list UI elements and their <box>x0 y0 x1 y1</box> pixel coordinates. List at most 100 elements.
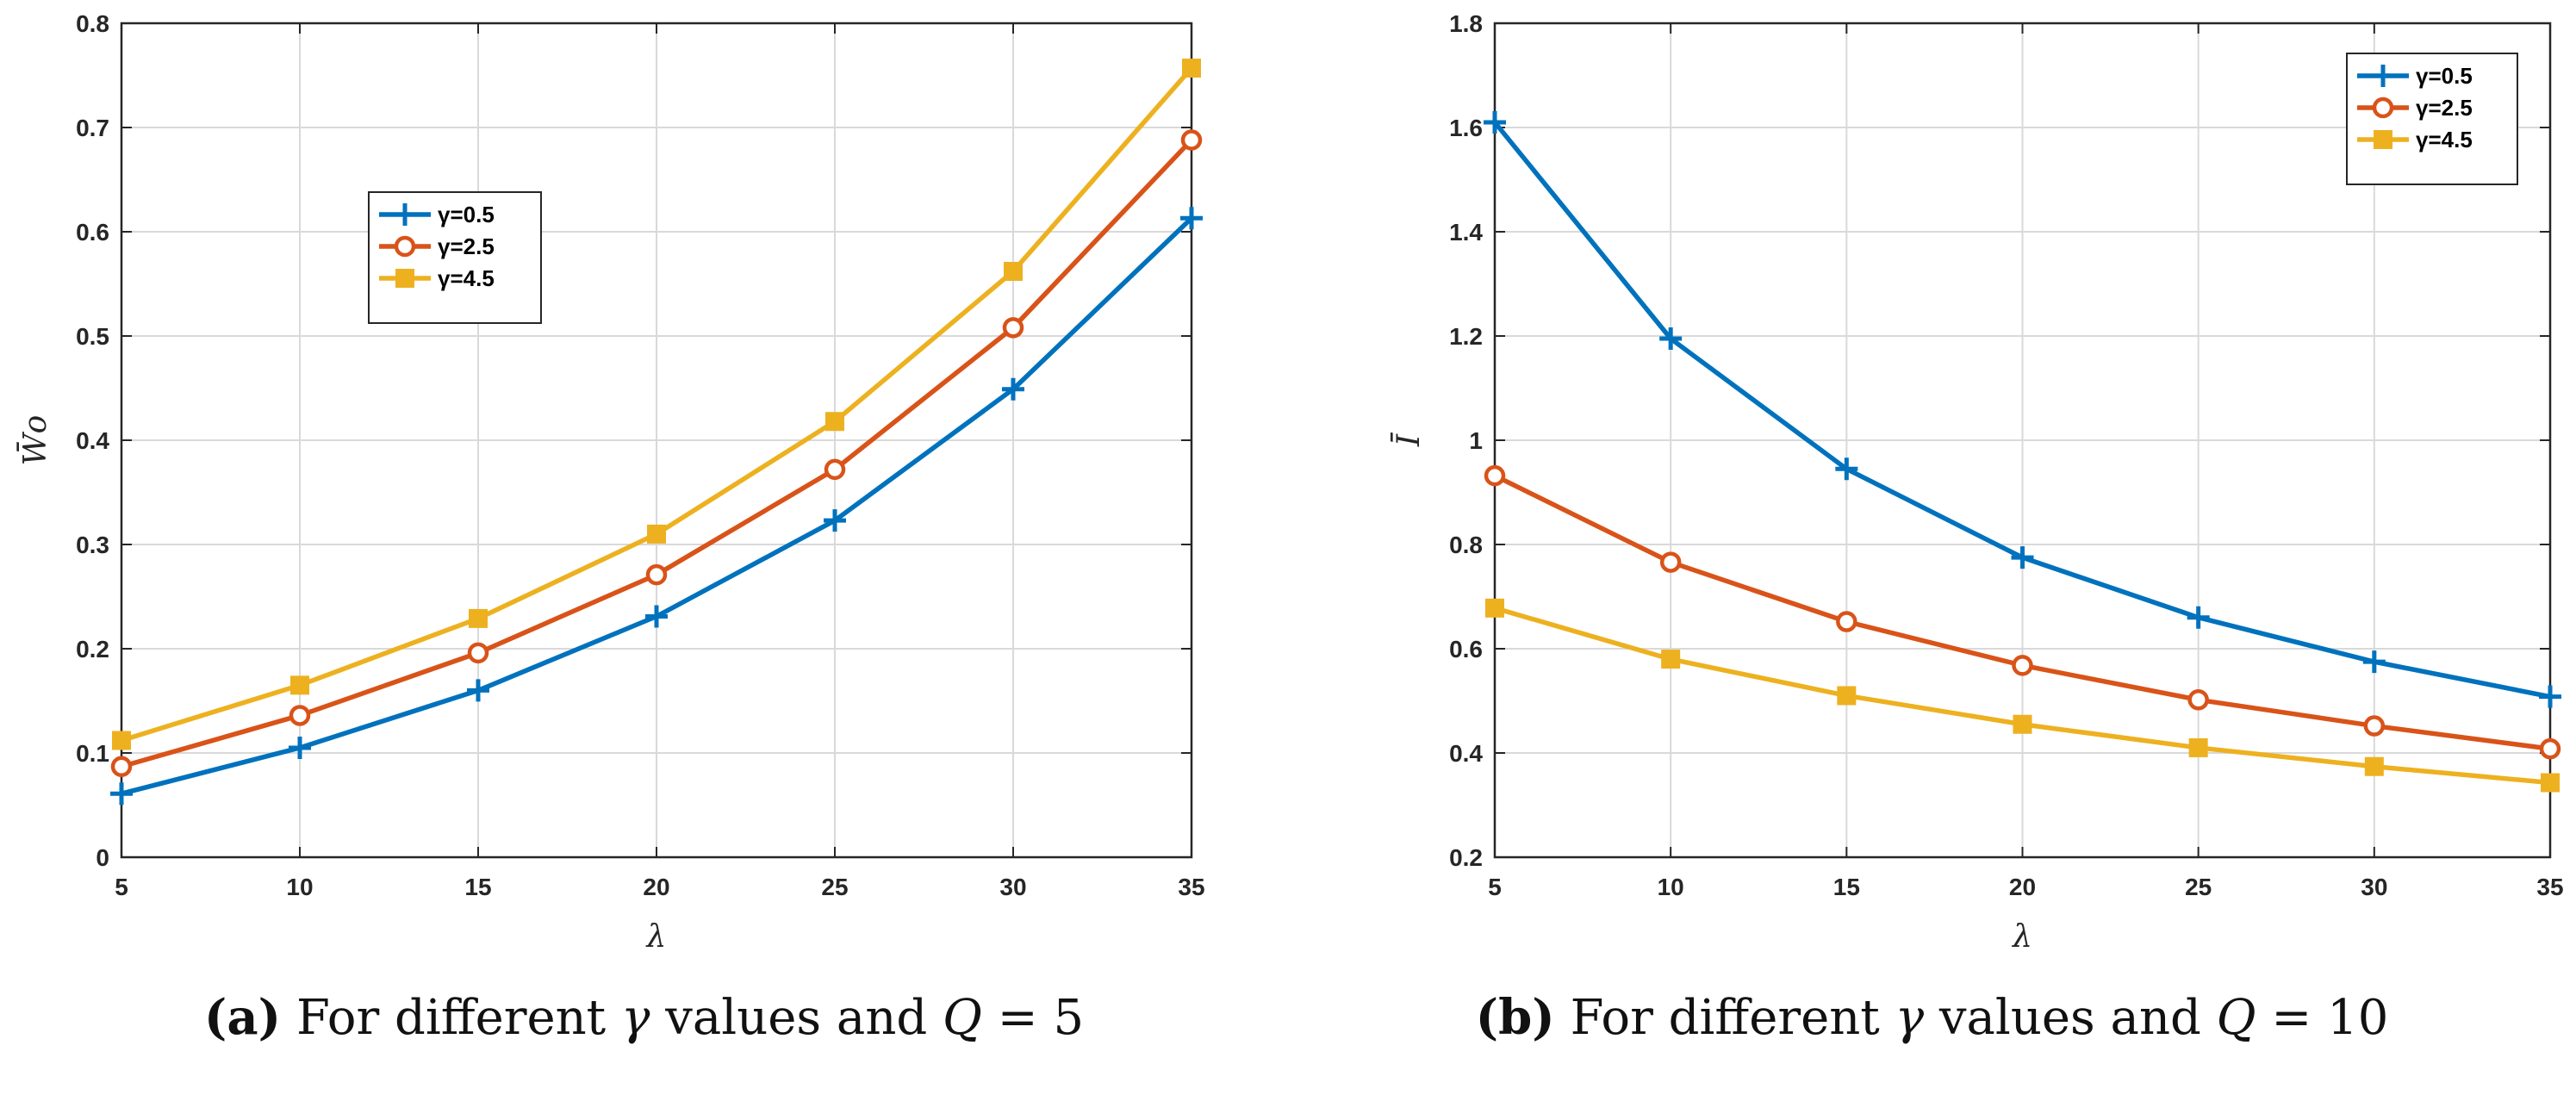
legend-marker-1 <box>2372 96 2394 119</box>
caption-b-label: (b) <box>1475 989 1555 1046</box>
series-1 <box>1484 464 2561 760</box>
y-tick-label: 0.4 <box>76 427 109 454</box>
data-point <box>1002 317 1024 339</box>
data-point <box>1837 686 1857 706</box>
series-1 <box>110 129 1203 777</box>
data-point <box>647 524 666 544</box>
y-tick-label: 1.4 <box>1449 219 1483 246</box>
data-point <box>824 458 846 481</box>
data-point <box>2187 606 2210 629</box>
y-tick-label: 1.8 <box>1449 10 1483 37</box>
data-point <box>1659 327 1683 351</box>
legend-entry-0: γ=0.5 <box>2416 63 2473 89</box>
data-point <box>467 642 489 664</box>
data-point <box>645 563 668 586</box>
caption-b-gamma: γ <box>1895 990 1925 1046</box>
legend-marker-1 <box>394 235 416 258</box>
data-point <box>2364 756 2384 776</box>
data-point <box>289 736 311 759</box>
caption-a-gamma: γ <box>620 990 650 1046</box>
data-point <box>824 509 846 532</box>
data-point <box>110 756 133 777</box>
caption-a-q: Q <box>943 990 982 1046</box>
data-point <box>2187 689 2209 711</box>
x-tick-label: 10 <box>286 874 313 900</box>
x-tick-label: 35 <box>2536 874 2563 900</box>
legend-entry-1: γ=2.5 <box>438 233 495 259</box>
x-axis-label: λ <box>2011 919 2032 955</box>
series-0 <box>1484 110 2561 708</box>
line-chart-b: 5 10 15 20 25 30 35 0.2 0.4 0.6 0.8 1 1.2 1.4 1.6 1.8 λ Ī… <box>1391 10 2564 955</box>
x-tick-label: 20 <box>643 874 669 900</box>
legend-entry-0: γ=0.5 <box>438 202 495 227</box>
caption-a-text-before: For different <box>281 990 621 1046</box>
x-tick-label: 5 <box>1488 874 1502 900</box>
data-point <box>1836 611 1857 632</box>
data-point <box>289 705 311 726</box>
y-tick-label: 0.5 <box>76 323 109 350</box>
series-2 <box>1485 598 2560 793</box>
data-point <box>2188 737 2208 757</box>
x-tick-label: 30 <box>2361 874 2387 900</box>
y-axis-label: Ī <box>1391 432 1427 447</box>
data-point <box>645 605 668 628</box>
caption-b-q: Q <box>2216 990 2256 1046</box>
y-tick-label: 1.2 <box>1449 323 1483 350</box>
data-point <box>1485 598 1504 618</box>
data-point <box>2541 773 2560 793</box>
data-point <box>1002 377 1024 401</box>
line-chart-a: 5 10 15 20 25 30 35 0 0.1 0.2 0.3 0.4 0.5 0.6 0.7 0.8 λ W… <box>16 10 1204 955</box>
data-point <box>1835 457 1858 481</box>
x-tick-label: 35 <box>1178 874 1204 900</box>
legend-marker-2 <box>2374 130 2392 149</box>
y-tick-label: 0.2 <box>1449 844 1483 871</box>
chart-panel-a: 5 10 15 20 25 30 35 0 0.1 0.2 0.3 0.4 0.5 0.6 0.7 0.8 λ W… <box>16 10 1204 1046</box>
y-tick-label: 0.4 <box>1449 740 1483 767</box>
y-tick-label: 0.3 <box>76 532 109 558</box>
y-tick-label: 0.6 <box>1449 636 1483 663</box>
y-tick-label: 0.8 <box>1449 532 1483 558</box>
y-tick-label: 0.6 <box>76 219 109 246</box>
x-tick-label: 5 <box>115 874 128 900</box>
data-point <box>1182 59 1201 78</box>
caption-a-label: (a) <box>203 989 282 1046</box>
caption-b-text-before: For different <box>1554 990 1895 1046</box>
x-tick-label: 30 <box>999 874 1026 900</box>
data-point <box>1484 110 1506 134</box>
caption-b-text-mid: values and <box>1924 990 2217 1046</box>
caption-b: (b) For different γ values and Q = 10 <box>1288 989 2576 1046</box>
caption-b-text-after: = 10 <box>2256 990 2389 1046</box>
legend: γ=0.5 γ=2.5 γ=4.5 <box>368 191 542 324</box>
data-point <box>2362 650 2386 674</box>
series-2 <box>112 59 1201 750</box>
y-tick-label: 0.1 <box>76 740 109 767</box>
y-tick-label: 0.7 <box>76 115 109 141</box>
data-point <box>2011 546 2034 569</box>
data-point <box>1661 650 1681 669</box>
series-0 <box>110 207 1203 806</box>
caption-a-text-mid: values and <box>650 990 943 1046</box>
caption-a-text-after: = 5 <box>981 990 1085 1046</box>
data-point <box>825 412 844 432</box>
legend-entry-1: γ=2.5 <box>2416 95 2473 121</box>
x-tick-label: 15 <box>464 874 491 900</box>
data-point <box>1659 551 1682 573</box>
y-tick-label: 1.6 <box>1449 115 1483 141</box>
data-point <box>1180 129 1203 151</box>
x-tick-label: 10 <box>1658 874 1684 900</box>
data-point <box>467 679 489 702</box>
legend-marker-0 <box>394 203 416 226</box>
data-point <box>2539 737 2561 760</box>
y-tick-label: 0.8 <box>76 10 109 37</box>
y-tick-label: 0 <box>96 844 109 871</box>
legend: γ=0.5 γ=2.5 γ=4.5 <box>2346 53 2518 185</box>
data-point <box>1004 261 1023 281</box>
data-point <box>469 608 488 628</box>
data-point <box>112 731 131 750</box>
grid-lines <box>121 23 1192 857</box>
legend-marker-0 <box>2372 65 2394 87</box>
data-point <box>110 782 133 806</box>
y-tick-label: 1 <box>1469 427 1483 454</box>
data-point <box>2012 655 2033 676</box>
y-tick-label: 0.2 <box>76 636 109 663</box>
